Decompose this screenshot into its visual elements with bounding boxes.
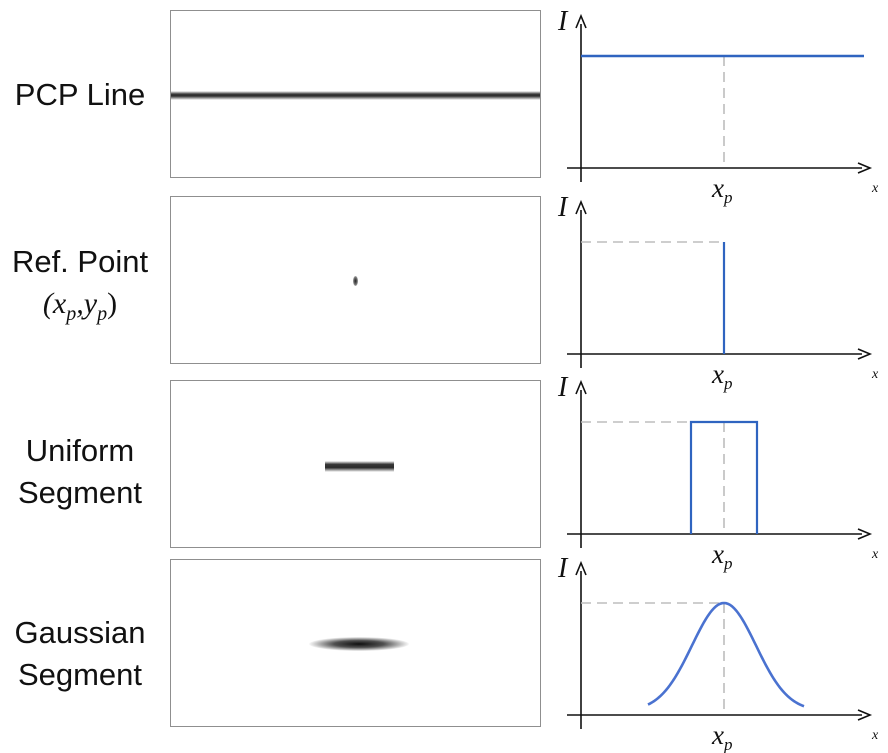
label-line: PCP Line: [14, 77, 146, 112]
label-line: Gaussian: [14, 615, 146, 650]
x-tick-label: xp: [711, 720, 732, 753]
y-axis-label: I: [557, 6, 569, 37]
row-label-ref-point: Ref. Point (xp,yp): [0, 241, 160, 335]
ref-point-dot: [353, 276, 358, 286]
coord-close: ): [107, 287, 118, 320]
panel-ref-point: [170, 196, 541, 364]
x-axis-label: x: [871, 367, 879, 382]
label-line: Ref. Point: [11, 244, 149, 279]
panel-pcp-line: [170, 10, 541, 178]
intensity-curve: [689, 420, 759, 534]
panel-gaussian-segment: [170, 559, 541, 727]
x-axis-label: x: [871, 728, 879, 743]
x-axis-arrow: [857, 709, 873, 721]
panel-uniform-segment: [170, 380, 541, 548]
y-axis-label: I: [557, 372, 569, 403]
y-axis-label: I: [557, 553, 569, 584]
coord-sub-x: p: [66, 303, 77, 325]
row-label-pcp-line: PCP Line: [0, 74, 160, 116]
row-label-gaussian-segment: Gaussian Segment: [0, 612, 160, 696]
y-axis-arrow: [575, 13, 587, 29]
y-axis-arrow: [575, 560, 587, 576]
pcp-line-stripe: [171, 91, 540, 100]
gaussian-segment-blob: [309, 637, 409, 651]
coord-mid: ,y: [76, 287, 98, 320]
label-line: Uniform: [25, 433, 135, 468]
x-axis-label: x: [871, 547, 879, 562]
y-axis-arrow: [575, 199, 587, 215]
x-axis-arrow: [857, 528, 873, 540]
y-axis-arrow: [575, 379, 587, 395]
uniform-segment-bar: [325, 461, 394, 472]
intensity-curve: [647, 601, 805, 708]
label-line: Segment: [17, 657, 143, 692]
y-axis-label: I: [557, 192, 569, 223]
coord-sub-y: p: [97, 303, 108, 325]
x-axis-label: x: [871, 181, 879, 196]
plot-gaussian: Ix xp: [557, 553, 879, 753]
ref-point-coords: (xp,yp): [0, 283, 160, 335]
x-axis-arrow: [857, 162, 873, 174]
x-axis-arrow: [857, 348, 873, 360]
coord-open: (x: [42, 287, 67, 320]
row-label-uniform-segment: Uniform Segment: [0, 430, 160, 514]
label-line: Segment: [17, 475, 143, 510]
